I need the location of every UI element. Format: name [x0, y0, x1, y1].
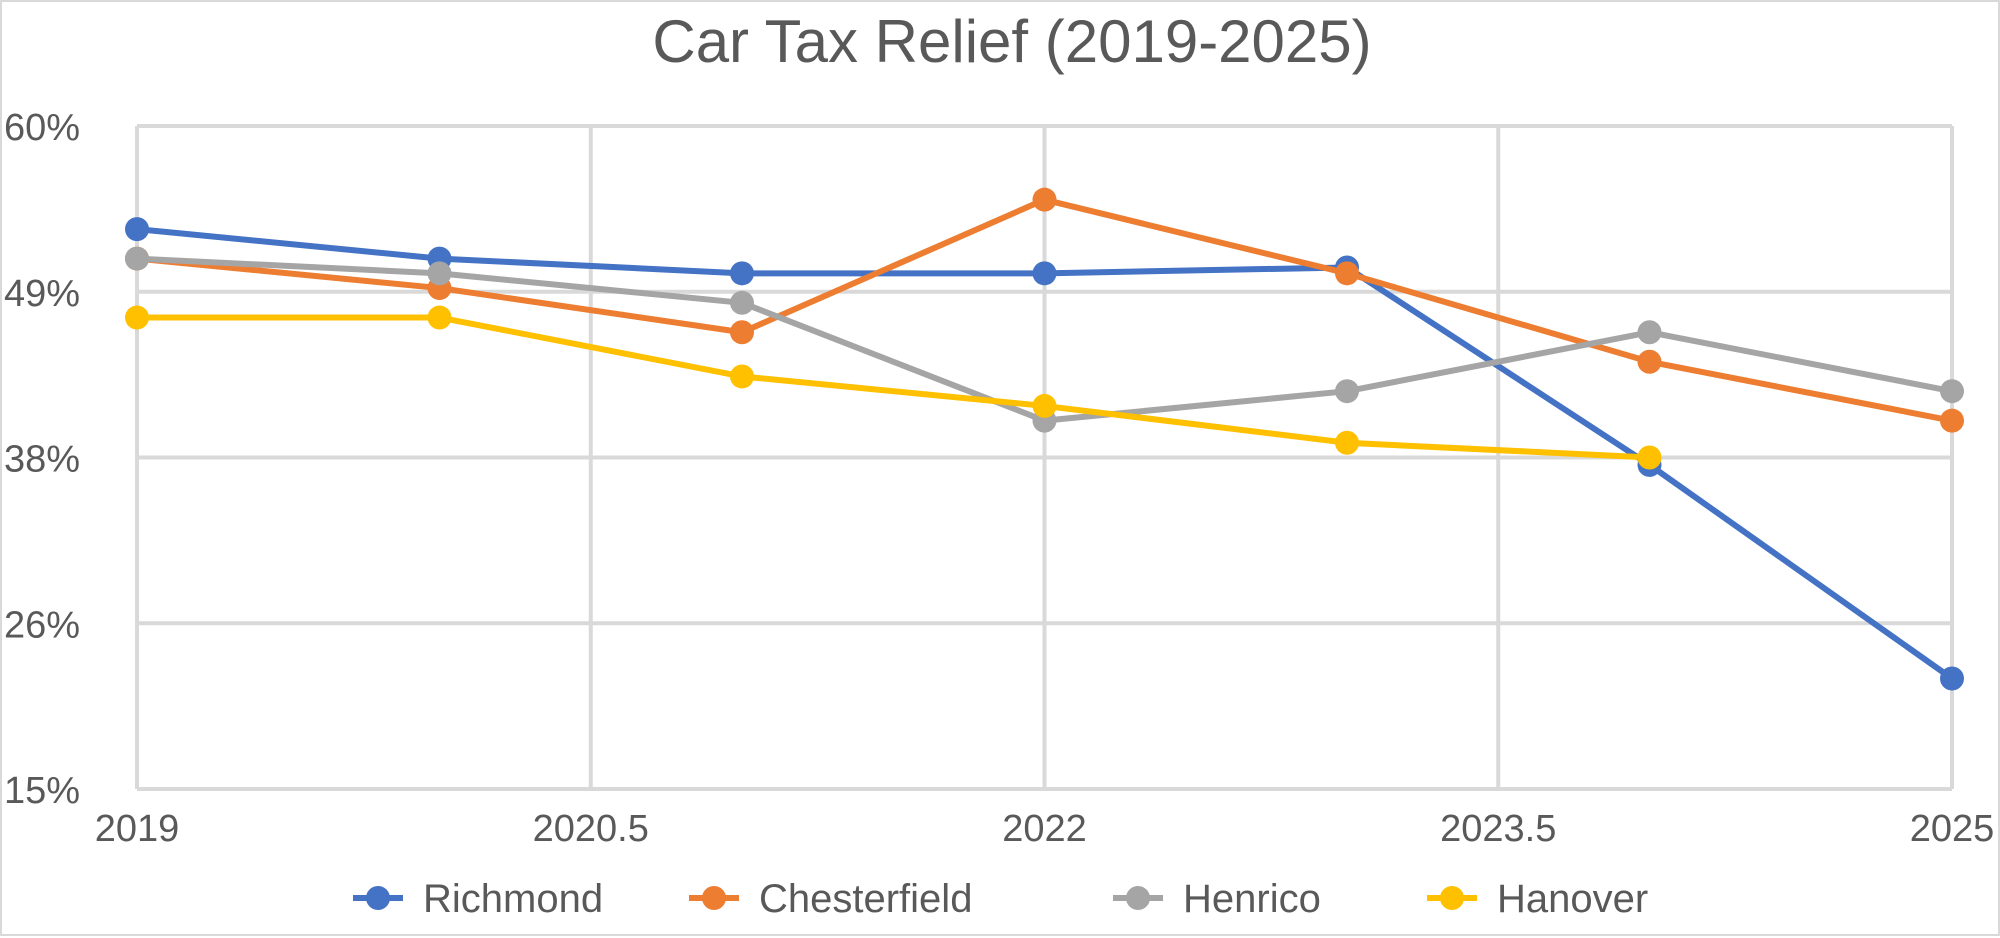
- data-point: [730, 261, 754, 286]
- data-point: [1032, 261, 1057, 286]
- legend-label: Hanover: [1497, 877, 1648, 921]
- data-point: [730, 320, 754, 345]
- series-hanover: [125, 305, 1662, 470]
- legend-label: Henrico: [1183, 877, 1321, 921]
- data-point: [125, 246, 149, 271]
- data-point: [1940, 379, 1964, 404]
- legend-marker: [1440, 886, 1464, 910]
- tick-labels: 15% 26% 38% 49% 60% 2019 2020.5 2022 2023.5 2025: [4, 107, 1994, 850]
- gridlines: [135, 124, 1954, 791]
- legend-item-richmond: Richmond: [353, 877, 603, 921]
- data-point: [1637, 349, 1662, 374]
- legend-item-hanover: Hanover: [1427, 877, 1648, 921]
- y-tick-label: 26%: [4, 604, 80, 646]
- data-point: [1940, 666, 1964, 691]
- legend: Richmond Chesterfield Henrico Hanover: [353, 877, 1648, 921]
- y-tick-label: 49%: [4, 273, 80, 315]
- data-point: [427, 261, 452, 286]
- data-point: [1940, 408, 1964, 433]
- legend-label: Richmond: [423, 877, 603, 921]
- data-point: [125, 305, 149, 330]
- series-line: [137, 314, 1650, 461]
- x-tick-label: 2025: [1910, 808, 1995, 850]
- series-henrico: [125, 246, 1964, 433]
- data-point: [1637, 445, 1662, 470]
- legend-item-chesterfield: Chesterfield: [689, 877, 972, 921]
- x-tick-label: 2020.5: [533, 808, 649, 850]
- data-point: [1335, 261, 1359, 286]
- x-tick-label: 2019: [95, 808, 180, 850]
- data-point: [427, 305, 452, 330]
- data-point: [1032, 393, 1057, 418]
- data-point: [125, 217, 149, 242]
- legend-marker: [366, 886, 390, 910]
- data-point: [1335, 430, 1359, 455]
- series-group: [125, 187, 1964, 691]
- y-tick-label: 60%: [4, 107, 80, 149]
- legend-marker: [1126, 886, 1150, 910]
- y-tick-label: 15%: [4, 770, 80, 812]
- legend-marker: [702, 886, 726, 910]
- legend-item-henrico: Henrico: [1113, 877, 1321, 921]
- data-point: [730, 290, 754, 315]
- y-tick-label: 38%: [4, 439, 80, 481]
- data-point: [1637, 320, 1662, 345]
- x-tick-label: 2022: [1002, 808, 1087, 850]
- legend-label: Chesterfield: [759, 877, 972, 921]
- data-point: [730, 364, 754, 389]
- chart-title: Car Tax Relief (2019-2025): [652, 8, 1371, 75]
- data-point: [1032, 187, 1057, 212]
- x-tick-label: 2023.5: [1440, 808, 1556, 850]
- data-point: [1335, 379, 1359, 404]
